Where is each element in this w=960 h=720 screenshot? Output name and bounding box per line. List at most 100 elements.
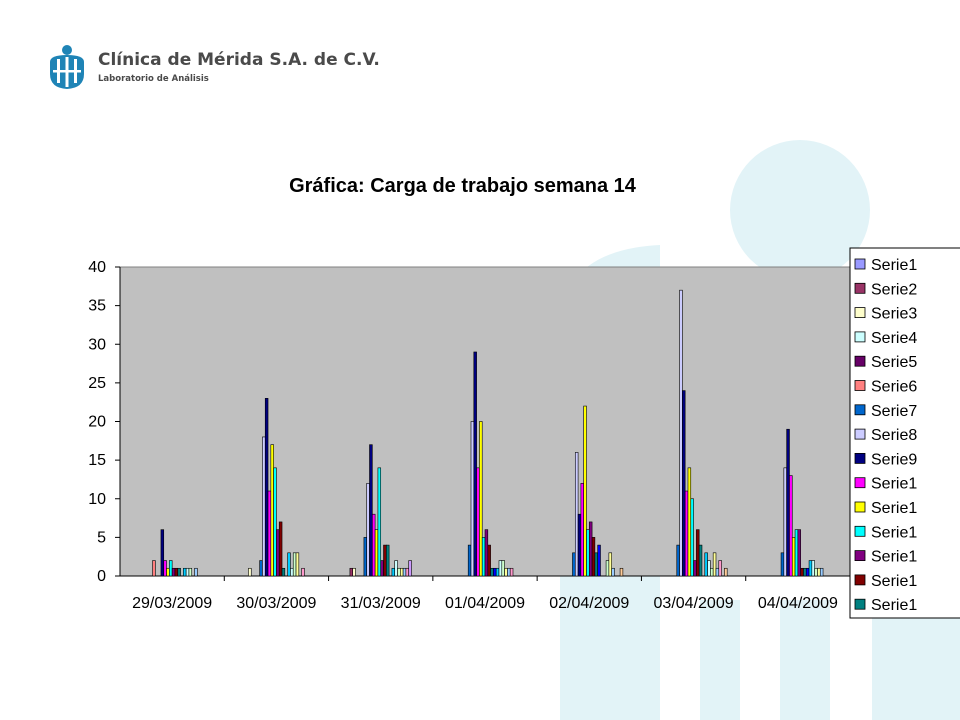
x-tick-label: 31/03/2009 [341,595,421,612]
bar [586,529,590,577]
bar [577,513,582,577]
bar [605,560,610,577]
bar [363,537,368,577]
bar [718,560,722,577]
bar [262,436,266,577]
bar [366,482,370,577]
bar [177,567,181,577]
bar [679,289,683,577]
bar [690,498,694,577]
bar [467,544,472,577]
bar [402,567,407,577]
bar [724,567,728,577]
bar [687,467,692,577]
chart-title: Gráfica: Carga de trabajo semana 14 [289,175,636,197]
legend-label: Serie9 [871,451,917,468]
legend-swatch [854,404,866,416]
bar [278,521,283,577]
bar [259,560,263,577]
bar [684,490,689,577]
y-tick-label: 20 [88,414,106,431]
legend-label: Serie8 [871,427,917,444]
bar [509,567,514,577]
legend-swatch [854,452,866,464]
bar [780,552,785,577]
bar [682,390,686,577]
bar [484,529,489,577]
bar [501,560,505,577]
legend-swatch [854,428,866,440]
bar [698,544,703,577]
bar [349,567,354,577]
bar [352,567,356,577]
x-tick-label: 04/04/2009 [758,595,838,612]
plot-area [119,266,851,577]
y-tick-label: 15 [88,452,106,469]
bar [383,544,387,577]
bar [693,560,697,577]
clinic-logo-icon [50,45,84,89]
legend-swatch [854,282,866,294]
bar [479,421,483,577]
legend-label: Serie1 [871,500,917,517]
legend-label: Serie1 [871,549,917,566]
bar [183,567,187,577]
bar [372,513,376,577]
bar [715,567,720,577]
bar [470,421,475,577]
legend-label: Serie7 [871,403,917,420]
bar [152,560,156,577]
company-department: Laboratorio de Análisis [98,74,209,84]
legend-label: Serie6 [871,379,917,396]
bar [394,560,398,577]
bar [276,529,280,577]
bar [163,560,167,577]
bar [791,537,796,577]
bar [591,537,596,577]
legend-label: Serie1 [871,476,917,493]
y-tick-label: 10 [88,491,106,508]
bar [572,552,576,577]
bar [574,452,579,577]
bar [712,552,717,577]
y-tick-label: 0 [97,568,106,585]
legend-swatch [854,574,866,586]
bar [808,560,813,577]
bar [800,567,804,577]
bar [160,529,165,577]
bar [707,560,711,577]
x-tick-label: 30/03/2009 [236,595,316,612]
bar [608,552,612,577]
bar [786,428,790,577]
bar [185,567,190,577]
bar [783,467,787,577]
bar [597,544,601,577]
bar [594,552,598,577]
legend-label: Serie4 [871,330,917,347]
legend-swatch [854,598,866,610]
legend-swatch [854,525,866,537]
bar [391,567,396,577]
bar [369,444,373,577]
bar [481,537,486,577]
bar [301,567,305,577]
legend-swatch [854,477,866,489]
y-tick-label: 30 [88,336,106,353]
legend-label: Serie1 [871,597,917,614]
y-tick-label: 5 [97,529,106,546]
bar [267,490,272,577]
bar [814,567,818,577]
bar [487,544,491,577]
bar [270,444,274,577]
legend-label: Serie5 [871,354,917,371]
bar [287,552,291,577]
bar [377,467,382,577]
legend-swatch [854,258,866,270]
legend-swatch [854,307,866,319]
bar [473,351,477,577]
legend-label: Serie3 [871,306,917,323]
bar [490,567,494,577]
bar [188,567,193,577]
bar [507,567,511,577]
